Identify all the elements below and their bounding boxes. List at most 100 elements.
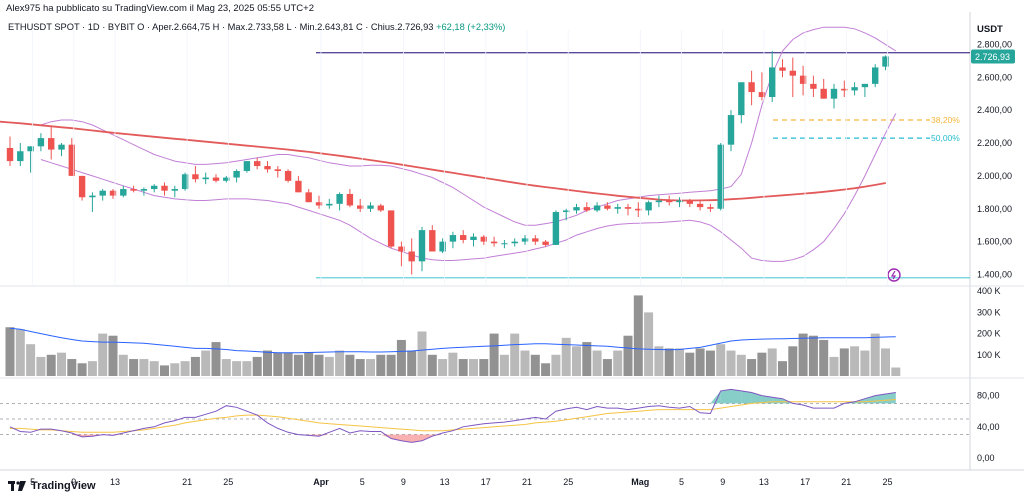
candle-body — [408, 251, 415, 262]
bollinger-upper-line — [40, 26, 897, 226]
price-tick-label: 2.400,00 — [977, 105, 1012, 115]
time-tick-label: 17 — [481, 477, 491, 487]
rsi-ma-line — [10, 399, 896, 433]
volume-bar — [530, 354, 540, 376]
volume-bar — [695, 348, 705, 376]
volume-bar — [427, 354, 437, 376]
candle-body — [738, 82, 745, 116]
volume-bar — [613, 350, 623, 376]
volume-bar — [572, 346, 581, 376]
candle-body — [449, 235, 457, 242]
volume-bar — [221, 359, 231, 376]
candle-body — [99, 190, 106, 196]
rsi-overbought-fill — [885, 392, 896, 404]
rsi-tick-label: 40,00 — [977, 422, 1000, 432]
candle-body — [120, 189, 127, 196]
volume-bar — [98, 333, 108, 376]
time-tick-label: 5 — [360, 477, 365, 487]
candle-body — [315, 202, 323, 206]
candle-body — [37, 138, 45, 147]
volume-bar — [201, 350, 211, 376]
candle-body — [542, 241, 549, 245]
rsi-oversold-fill — [391, 434, 402, 441]
volume-bar — [118, 354, 128, 376]
volume-bar — [499, 354, 509, 376]
volume-bar — [283, 352, 293, 376]
volume-bar — [67, 359, 77, 376]
volume-bar — [324, 356, 334, 376]
candle-body — [861, 83, 869, 88]
time-tick-label: 9 — [720, 477, 725, 487]
candle-body — [171, 189, 178, 191]
volume-bar — [335, 350, 345, 376]
volume-bar — [180, 361, 190, 376]
candle-body — [346, 193, 354, 206]
candle-body — [707, 207, 714, 209]
volume-bar — [664, 348, 674, 376]
time-tick-label: 17 — [800, 477, 810, 487]
time-tick-label: 25 — [223, 477, 233, 487]
candle-body — [202, 177, 209, 180]
candle-body — [58, 144, 65, 150]
candle-body — [109, 190, 117, 196]
volume-bar — [489, 333, 499, 376]
candle-body — [387, 210, 395, 247]
candle-body — [666, 200, 673, 203]
candle-body — [223, 177, 230, 181]
last-price-badge — [971, 49, 1015, 64]
candle-body — [6, 147, 14, 162]
volume-bar — [561, 337, 571, 376]
candle-body — [243, 161, 251, 171]
candle-body — [233, 170, 240, 178]
fib-level-label: 38,20% — [931, 115, 960, 125]
last-price-label: 2.726,93 — [975, 52, 1010, 62]
candle-body — [305, 192, 312, 203]
candle-body — [480, 236, 487, 242]
volume-bar — [705, 350, 715, 376]
volume-bar — [458, 359, 468, 376]
volume-bar — [407, 350, 417, 376]
time-tick-label: 21 — [841, 477, 851, 487]
volume-bar — [149, 361, 159, 376]
candle-body — [882, 56, 889, 67]
volume-bar — [211, 342, 221, 376]
volume-bar — [5, 327, 15, 376]
volume-bar — [314, 354, 324, 376]
volume-bar — [757, 352, 767, 376]
volume-bar — [716, 344, 726, 376]
time-tick-label: 5 — [30, 477, 35, 487]
candle-body — [274, 169, 281, 171]
candle-body — [212, 177, 220, 181]
tradingview-brand: TradingView — [31, 480, 96, 492]
candle-body — [17, 151, 24, 162]
candle-body — [830, 88, 838, 99]
candle-body — [686, 200, 693, 204]
candle-body — [254, 161, 261, 167]
volume-bar — [376, 354, 386, 376]
volume-bar — [767, 348, 777, 376]
publisher-line: Alex975 ha pubblicato su TradingView.com… — [6, 3, 314, 14]
candle-body — [181, 174, 189, 190]
candle-body — [820, 88, 827, 99]
candle-body — [758, 92, 766, 98]
volume-tick-label: 200 K — [977, 329, 1001, 339]
candle-body — [367, 205, 374, 209]
time-tick-label: Mag — [631, 477, 649, 487]
volume-bar — [870, 333, 880, 376]
volume-tick-label: 400 K — [977, 286, 1001, 296]
volume-bar — [510, 333, 520, 376]
tradingview-footer[interactable]: TradingView — [8, 480, 96, 492]
candle-body — [490, 241, 498, 244]
candle-body — [501, 243, 508, 245]
volume-bar — [685, 352, 695, 376]
volume-bar — [57, 352, 66, 376]
volume-bar — [355, 359, 365, 376]
volume-bar — [675, 348, 684, 376]
ohlc-values: O · Aper.2.664,75 H · Max.2.733,58 L · M… — [137, 22, 434, 32]
volume-bar — [190, 356, 200, 376]
candle-body — [573, 207, 580, 211]
volume-bar — [345, 354, 355, 376]
candle-body — [68, 144, 75, 176]
candle-body — [604, 205, 611, 209]
